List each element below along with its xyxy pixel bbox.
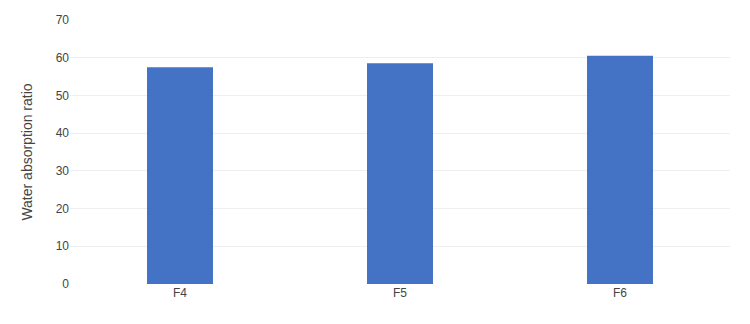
svg-text:F6: F6 [613, 286, 627, 300]
svg-text:F5: F5 [393, 286, 407, 300]
svg-text:30: 30 [56, 164, 70, 178]
svg-text:Water absorption ratio: Water absorption ratio [19, 83, 35, 220]
svg-text:40: 40 [56, 126, 70, 140]
svg-text:F4: F4 [173, 286, 187, 300]
svg-text:0: 0 [62, 277, 69, 291]
svg-text:20: 20 [56, 202, 70, 216]
svg-text:50: 50 [56, 89, 70, 103]
svg-text:70: 70 [56, 13, 70, 27]
svg-text:10: 10 [56, 239, 70, 253]
svg-text:60: 60 [56, 51, 70, 65]
